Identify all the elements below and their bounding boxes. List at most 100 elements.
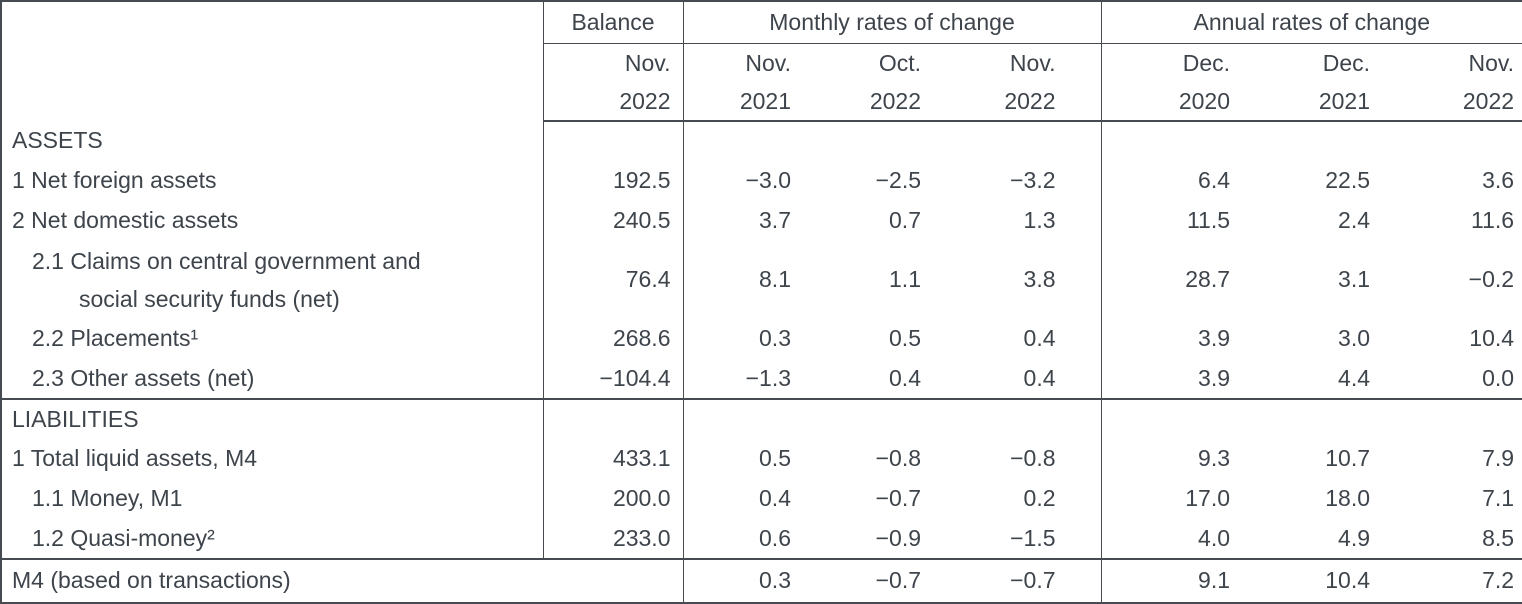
balance-value: 268.6 [543,318,684,359]
period-month: Nov. [624,49,671,76]
balance-value: 200.0 [543,478,684,519]
period-month: Oct. [878,49,921,76]
period-month: Nov. [1009,49,1056,76]
annual-rate-value: 17.0 [1185,485,1231,511]
annual-rate-value: 3.6 [1482,167,1515,193]
data-row-total-liquid-assets: 1 Total liquid assets, M4 433.1 0.5 −0.8… [1,438,1522,479]
annual-rate-value: 2.4 [1338,207,1371,233]
monthly-rate-value: −0.8 [961,438,1102,479]
monthly-period-header-1: Nov. 2021 [683,43,822,122]
monthly-rate-value: 0.4 [961,358,1102,399]
period-month: Nov. [1468,49,1515,76]
data-row-claims-central-government: 2.1 Claims on central government and soc… [1,240,1522,319]
annual-rate-value: 7.2 [1382,557,1522,603]
annual-rate-value: 6.4 [1198,167,1231,193]
monthly-rate-value: −3.0 [745,167,791,193]
data-row-quasi-money: 1.2 Quasi-money² 233.0 0.6 −0.9 −1.5 4.0… [1,518,1522,559]
empty-cell [1101,397,1242,439]
monthly-rate-value: 0.4 [759,485,791,511]
monthly-rate-value: −0.8 [875,445,921,471]
empty-cell [822,121,961,161]
balance-value: 192.5 [543,160,684,201]
balance-value: −104.4 [543,358,684,399]
annual-rate-value: 3.9 [1198,325,1231,351]
annual-rate-value: 7.1 [1482,485,1515,511]
period-year: 2022 [1004,87,1056,114]
empty-cell [1382,121,1522,161]
period-month: Dec. [1322,49,1371,76]
monthly-rate-value: 3.8 [961,240,1102,319]
monthly-rate-value: 0.7 [889,207,921,233]
annual-rate-value: 11.6 [1470,207,1515,233]
annual-period-header-1: Dec. 2020 [1101,43,1242,122]
monthly-rate-value: −3.2 [961,160,1102,201]
row-label: 1 Total liquid assets, M4 [1,438,544,479]
data-row-placements: 2.2 Placements¹ 268.6 0.3 0.5 0.4 3.9 3.… [1,318,1522,359]
monthly-rate-value: −0.7 [961,557,1102,603]
annual-rate-value: 10.7 [1325,445,1371,471]
annual-rate-value: 7.9 [1482,445,1515,471]
annual-period-header-3: Nov. 2022 [1382,43,1522,122]
section-row-liabilities: LIABILITIES [1,397,1522,439]
monthly-rate-value: 0.6 [759,524,791,551]
empty-cell [1241,121,1382,161]
monthly-rate-value: 0.5 [889,325,921,351]
annual-rate-value: 9.1 [1101,557,1242,603]
period-year: 2022 [619,87,671,114]
period-month: Dec. [1182,49,1231,76]
monthly-rate-value: −0.9 [875,524,921,551]
annual-rate-value: 10.4 [1241,557,1383,603]
period-header-row: Nov. 2022 Nov. 2021 Oct. 2022 Nov. 2022 … [1,43,1522,122]
balance-value: 233.0 [543,518,684,559]
balance-value: 240.5 [543,200,684,241]
row-label-line-1: 2.1 Claims on central government and [32,247,421,274]
balance-column-header: Balance [543,1,684,44]
group-header-row: Balance Monthly rates of change Annual r… [1,1,1522,121]
annual-rate-value: 9.3 [1198,445,1231,471]
empty-cell [1382,397,1522,439]
monthly-rate-value: 1.1 [889,266,921,292]
annual-rate-value: −0.2 [1468,266,1515,292]
period-year: 2022 [869,87,921,114]
row-label: 2.3 Other assets (net) [1,358,544,399]
monthly-rate-value: 0.4 [889,364,921,391]
annual-rate-value: 8.5 [1482,524,1515,551]
annual-rate-value: 3.1 [1338,266,1371,292]
data-row-money-m1: 1.1 Money, M1 200.0 0.4 −0.7 0.2 17.0 18… [1,478,1522,519]
empty-cell [683,397,822,439]
monthly-rate-value: 0.4 [961,318,1102,359]
annual-rate-value: 4.9 [1338,524,1371,551]
monthly-rate-value: 1.3 [961,200,1102,241]
row-label: 2 Net domestic assets [1,200,544,241]
data-row-other-assets: 2.3 Other assets (net) −104.4 −1.3 0.4 0… [1,358,1522,399]
corner-cell [1,1,544,121]
monthly-rate-value: 0.2 [961,478,1102,519]
section-label: ASSETS [1,120,544,161]
empty-cell [1101,121,1241,161]
period-year: 2021 [739,87,791,114]
empty-cell [961,397,1102,439]
monthly-rate-value: 8.1 [759,266,791,292]
row-label: 2.2 Placements¹ [1,318,544,359]
annual-rate-value: 18.0 [1325,485,1371,511]
balance-value: 76.4 [543,240,684,319]
monthly-rate-value: −2.5 [875,167,921,193]
row-label: 1.1 Money, M1 [1,478,544,519]
period-year: 2022 [1462,87,1515,114]
annual-rate-value: 11.5 [1186,207,1231,233]
monthly-rate-value: −1.5 [961,518,1102,559]
annual-period-header-2: Dec. 2021 [1241,43,1383,122]
monthly-rates-group-header: Monthly rates of change [683,1,1102,44]
empty-cell [683,121,822,161]
annual-rate-value: 4.0 [1198,524,1231,551]
monthly-rate-value: −0.7 [875,485,921,511]
annual-rate-value: 4.4 [1338,364,1371,391]
annual-rate-value: 22.5 [1325,167,1371,193]
row-label: 1.2 Quasi-money² [1,518,544,559]
annual-rates-group-header: Annual rates of change [1101,1,1522,44]
empty-cell [543,397,684,439]
row-label: 1 Net foreign assets [1,160,544,201]
period-year: 2021 [1318,87,1371,114]
monthly-rate-value: 0.3 [759,325,791,351]
